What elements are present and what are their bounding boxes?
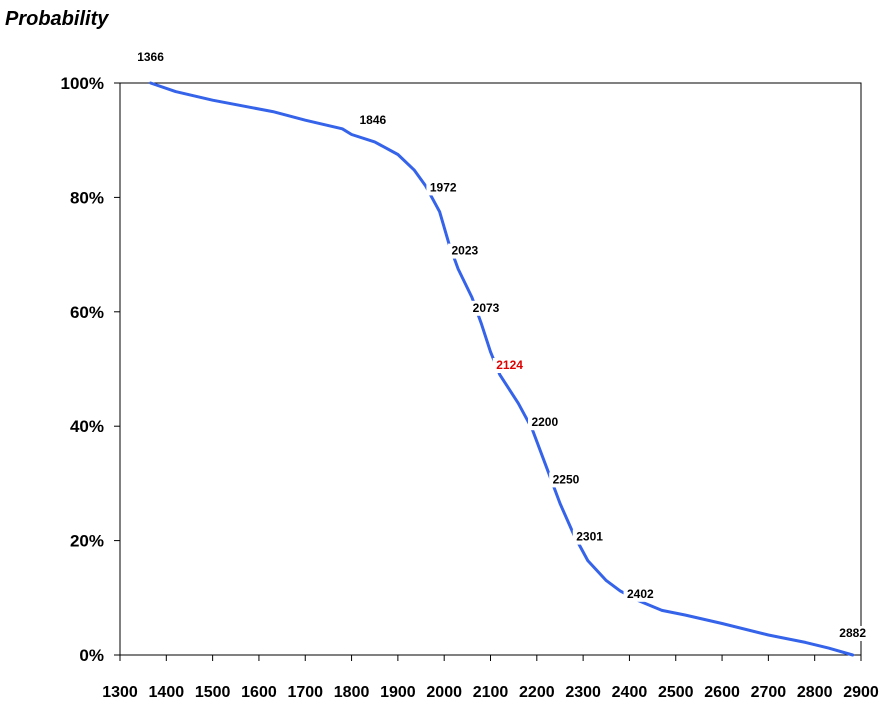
data-label-background <box>835 626 870 641</box>
plot-area-frame <box>119 82 862 656</box>
data-label: 1972 <box>430 180 457 194</box>
data-label-background <box>528 415 562 431</box>
data-label-background <box>426 180 461 196</box>
x-tick-label: 2500 <box>658 684 694 701</box>
x-tick-label: 2600 <box>704 684 740 701</box>
data-label: 2073 <box>473 301 500 315</box>
data-label: 2402 <box>627 587 654 601</box>
data-label: 1366 <box>137 50 164 64</box>
data-label-background <box>469 300 503 316</box>
x-tick-label: 1400 <box>149 684 185 701</box>
x-tick-label: 2100 <box>473 684 509 701</box>
median-data-label: 2124 <box>496 358 523 372</box>
data-labels: 1366 1846 1972 2023 2073 2124 2200 2250 2301 2402… <box>133 50 870 641</box>
x-tick-label: 1500 <box>195 684 231 701</box>
data-label-background <box>356 112 390 128</box>
data-label: 2023 <box>451 244 478 258</box>
x-tick-label: 1900 <box>380 684 416 701</box>
y-axis-title: Probability <box>5 8 109 30</box>
data-label: 2882 <box>839 626 866 640</box>
data-label: 1846 <box>360 113 387 127</box>
x-axis: 1300 1400 1500 1600 1700 1800 1900 2000 2100 2200… <box>102 655 879 701</box>
y-tick-label: 80% <box>70 188 104 207</box>
data-label-background <box>133 50 168 65</box>
y-tick-label: 40% <box>70 417 104 436</box>
x-tick-label: 2200 <box>519 684 555 701</box>
data-label-background <box>448 243 482 259</box>
x-tick-label: 2900 <box>843 684 879 701</box>
x-tick-label: 2000 <box>426 684 462 701</box>
y-tick-label: 100% <box>61 74 104 93</box>
x-tick-label: 1600 <box>241 684 277 701</box>
x-tick-label: 2300 <box>565 684 601 701</box>
y-axis: 0% 20% 40% 60% 80% 100% <box>61 74 120 665</box>
y-tick-label: 20% <box>70 532 104 551</box>
y-tick-label: 60% <box>70 303 104 322</box>
data-label-background <box>492 358 527 373</box>
x-tick-label: 1800 <box>334 684 370 701</box>
x-tick-label: 2400 <box>612 684 648 701</box>
data-label-background <box>572 529 607 545</box>
data-label: 2200 <box>531 415 558 429</box>
x-tick-label: 1700 <box>287 684 323 701</box>
x-tick-label: 1300 <box>102 684 138 701</box>
y-tick-label: 0% <box>79 646 104 665</box>
data-label-background <box>623 586 658 602</box>
x-tick-label: 2800 <box>797 684 833 701</box>
data-label: 2301 <box>576 530 603 544</box>
data-label: 2250 <box>553 472 580 486</box>
x-tick-label: 2700 <box>751 684 787 701</box>
data-label-background <box>549 472 583 488</box>
